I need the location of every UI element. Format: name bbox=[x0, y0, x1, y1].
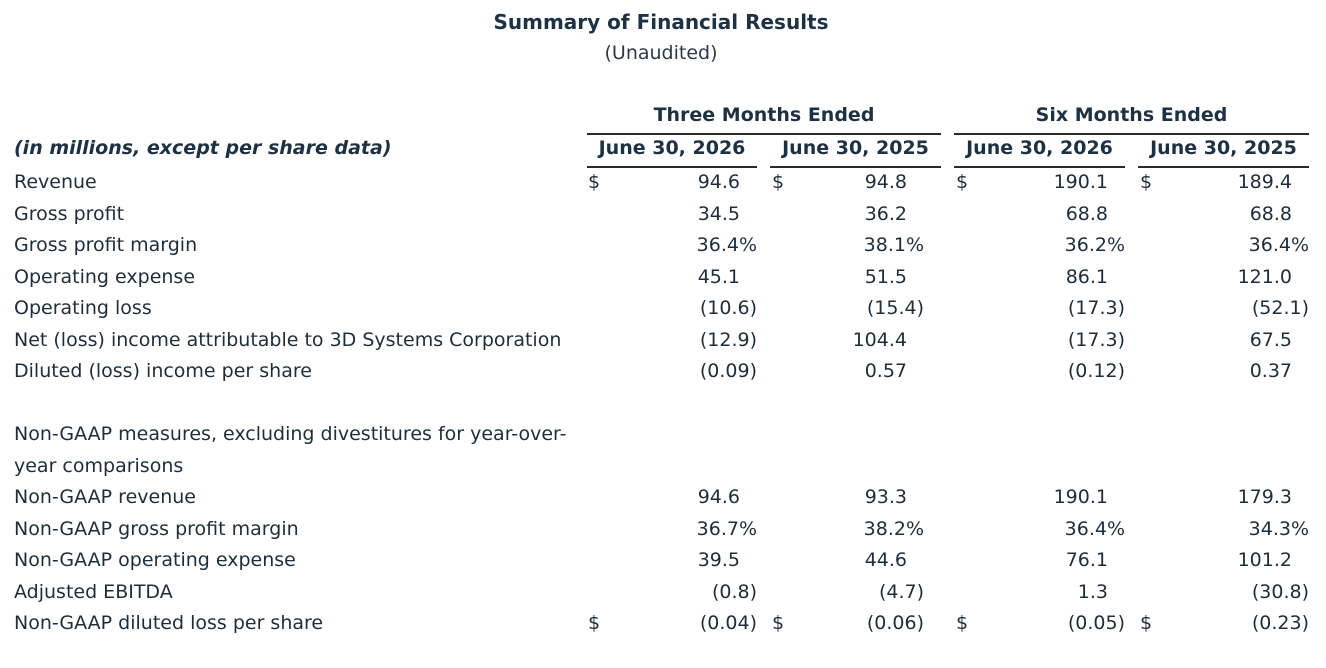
cell-value: 36.4% bbox=[696, 234, 757, 256]
cell-value: (0.04) bbox=[699, 612, 757, 634]
column-underline-4 bbox=[1138, 166, 1309, 168]
page-title: Summary of Financial Results bbox=[493, 10, 829, 34]
dollar-sign: $ bbox=[956, 612, 969, 634]
table-row: Adjusted EBITDA (0.8) (4.7) 1.3 (30.8) bbox=[0, 577, 1326, 608]
cell-value: (30.8) bbox=[1251, 581, 1309, 603]
column-underline-2 bbox=[770, 166, 941, 168]
table-row: Non-GAAP diluted loss per share $ (0.04) $ (… bbox=[0, 608, 1326, 639]
cell-value: 0.37 bbox=[1249, 360, 1292, 382]
cell-value: 76.1 bbox=[1065, 549, 1108, 571]
cell-value: 38.2% bbox=[863, 518, 924, 540]
row-label: Non-GAAP revenue bbox=[14, 486, 196, 508]
dollar-sign: $ bbox=[1140, 171, 1153, 193]
cell-value: 0.57 bbox=[864, 360, 907, 382]
row-label: Net (loss) income attributable to 3D Sys… bbox=[14, 329, 562, 351]
cell-value: 36.4% bbox=[1248, 234, 1309, 256]
cell-value: (0.8) bbox=[711, 581, 757, 603]
cell-value: (0.23) bbox=[1251, 612, 1309, 634]
table-row: Non-GAAP gross profit margin 36.7% 38.2% 36… bbox=[0, 514, 1326, 545]
cell-value: 67.5 bbox=[1249, 329, 1292, 351]
row-label: Gross profit margin bbox=[14, 234, 198, 256]
column-header-1: June 30, 2026 bbox=[598, 137, 746, 159]
dollar-sign: $ bbox=[956, 171, 969, 193]
non-gaap-heading: Non-GAAP measures, excluding divestiture… bbox=[14, 423, 567, 477]
cell-value: (0.05) bbox=[1067, 612, 1125, 634]
table-row: Gross profit 34.5 36.2 68.8 68.8 bbox=[0, 199, 1326, 230]
dollar-sign: $ bbox=[1140, 612, 1153, 634]
cell-value: (10.6) bbox=[699, 297, 757, 319]
row-label: Adjusted EBITDA bbox=[14, 581, 173, 603]
cell-value: 34.5 bbox=[697, 203, 740, 225]
column-header-3: June 30, 2026 bbox=[966, 137, 1113, 159]
cell-value: 1.3 bbox=[1077, 581, 1108, 603]
cell-value: (15.4) bbox=[866, 297, 924, 319]
cell-value: 94.8 bbox=[864, 171, 907, 193]
cell-value: 190.1 bbox=[1053, 171, 1108, 193]
table-row: Gross profit margin 36.4% 38.1% 36.2% 36.4% bbox=[0, 230, 1326, 261]
dollar-sign: $ bbox=[588, 612, 601, 634]
row-label: Gross profit bbox=[14, 203, 125, 225]
column-header-2: June 30, 2025 bbox=[782, 137, 929, 159]
row-label: Non-GAAP gross profit margin bbox=[14, 518, 299, 540]
cell-value: 34.3% bbox=[1248, 518, 1309, 540]
row-label: Non-GAAP diluted loss per share bbox=[14, 612, 324, 634]
cell-value: 45.1 bbox=[697, 266, 740, 288]
row-label: Revenue bbox=[14, 171, 97, 193]
cell-value: (17.3) bbox=[1067, 329, 1125, 351]
cell-value: (52.1) bbox=[1251, 297, 1309, 319]
dollar-sign: $ bbox=[772, 612, 785, 634]
table-row: Operating expense 45.1 51.5 86.1 121.0 bbox=[0, 262, 1326, 293]
dollar-sign: $ bbox=[588, 171, 601, 193]
cell-value: 104.4 bbox=[852, 329, 907, 351]
cell-value: (0.09) bbox=[699, 360, 757, 382]
cell-value: 36.2 bbox=[864, 203, 907, 225]
group-header-three-months: Three Months Ended bbox=[653, 104, 875, 126]
row-label: Non-GAAP operating expense bbox=[14, 549, 296, 571]
units-label: (in millions, except per share data) bbox=[14, 137, 392, 159]
column-underline-3 bbox=[954, 166, 1125, 168]
cell-value: (4.7) bbox=[878, 581, 924, 603]
column-header-4: June 30, 2025 bbox=[1150, 137, 1297, 159]
row-label: Operating expense bbox=[14, 266, 196, 288]
table-row: Net (loss) income attributable to 3D Sys… bbox=[0, 325, 1326, 356]
table-row: Non-GAAP revenue 94.6 93.3 190.1 179.3 bbox=[0, 482, 1326, 513]
group-header-six-months: Six Months Ended bbox=[1035, 104, 1228, 126]
cell-value: 190.1 bbox=[1053, 486, 1108, 508]
cell-value: 44.6 bbox=[864, 549, 907, 571]
group-underline-three-months bbox=[587, 133, 941, 135]
table-row: Operating loss (10.6) (15.4) (17.3) (52.1) bbox=[0, 293, 1326, 324]
cell-value: 121.0 bbox=[1237, 266, 1292, 288]
cell-value: (0.12) bbox=[1067, 360, 1125, 382]
cell-value: 38.1% bbox=[863, 234, 924, 256]
row-label: Diluted (loss) income per share bbox=[14, 360, 312, 382]
cell-value: 94.6 bbox=[697, 486, 740, 508]
page-subtitle: (Unaudited) bbox=[604, 42, 718, 64]
dollar-sign: $ bbox=[772, 171, 785, 193]
cell-value: 36.2% bbox=[1064, 234, 1125, 256]
cell-value: 179.3 bbox=[1237, 486, 1292, 508]
table-row: Revenue $94.6 $94.8 $190.1 $189.4 bbox=[0, 167, 1326, 198]
cell-value: 68.8 bbox=[1249, 203, 1292, 225]
cell-value: 93.3 bbox=[864, 486, 907, 508]
cell-value: 51.5 bbox=[864, 266, 907, 288]
table-row: Diluted (loss) income per share (0.09) 0.5… bbox=[0, 356, 1326, 387]
cell-value: 36.4% bbox=[1064, 518, 1125, 540]
cell-value: 39.5 bbox=[697, 549, 740, 571]
row-label: Operating loss bbox=[14, 297, 152, 319]
cell-value: 101.2 bbox=[1237, 549, 1292, 571]
cell-value: 86.1 bbox=[1065, 266, 1108, 288]
column-underline-1 bbox=[587, 166, 757, 168]
cell-value: (12.9) bbox=[699, 329, 757, 351]
group-underline-six-months bbox=[954, 133, 1309, 135]
cell-value: (17.3) bbox=[1067, 297, 1125, 319]
table-row: Non-GAAP operating expense 39.5 44.6 76.1 10… bbox=[0, 545, 1326, 576]
cell-value: 189.4 bbox=[1237, 171, 1292, 193]
cell-value: (0.06) bbox=[866, 612, 924, 634]
cell-value: 36.7% bbox=[696, 518, 757, 540]
cell-value: 94.6 bbox=[697, 171, 740, 193]
cell-value: 68.8 bbox=[1065, 203, 1108, 225]
